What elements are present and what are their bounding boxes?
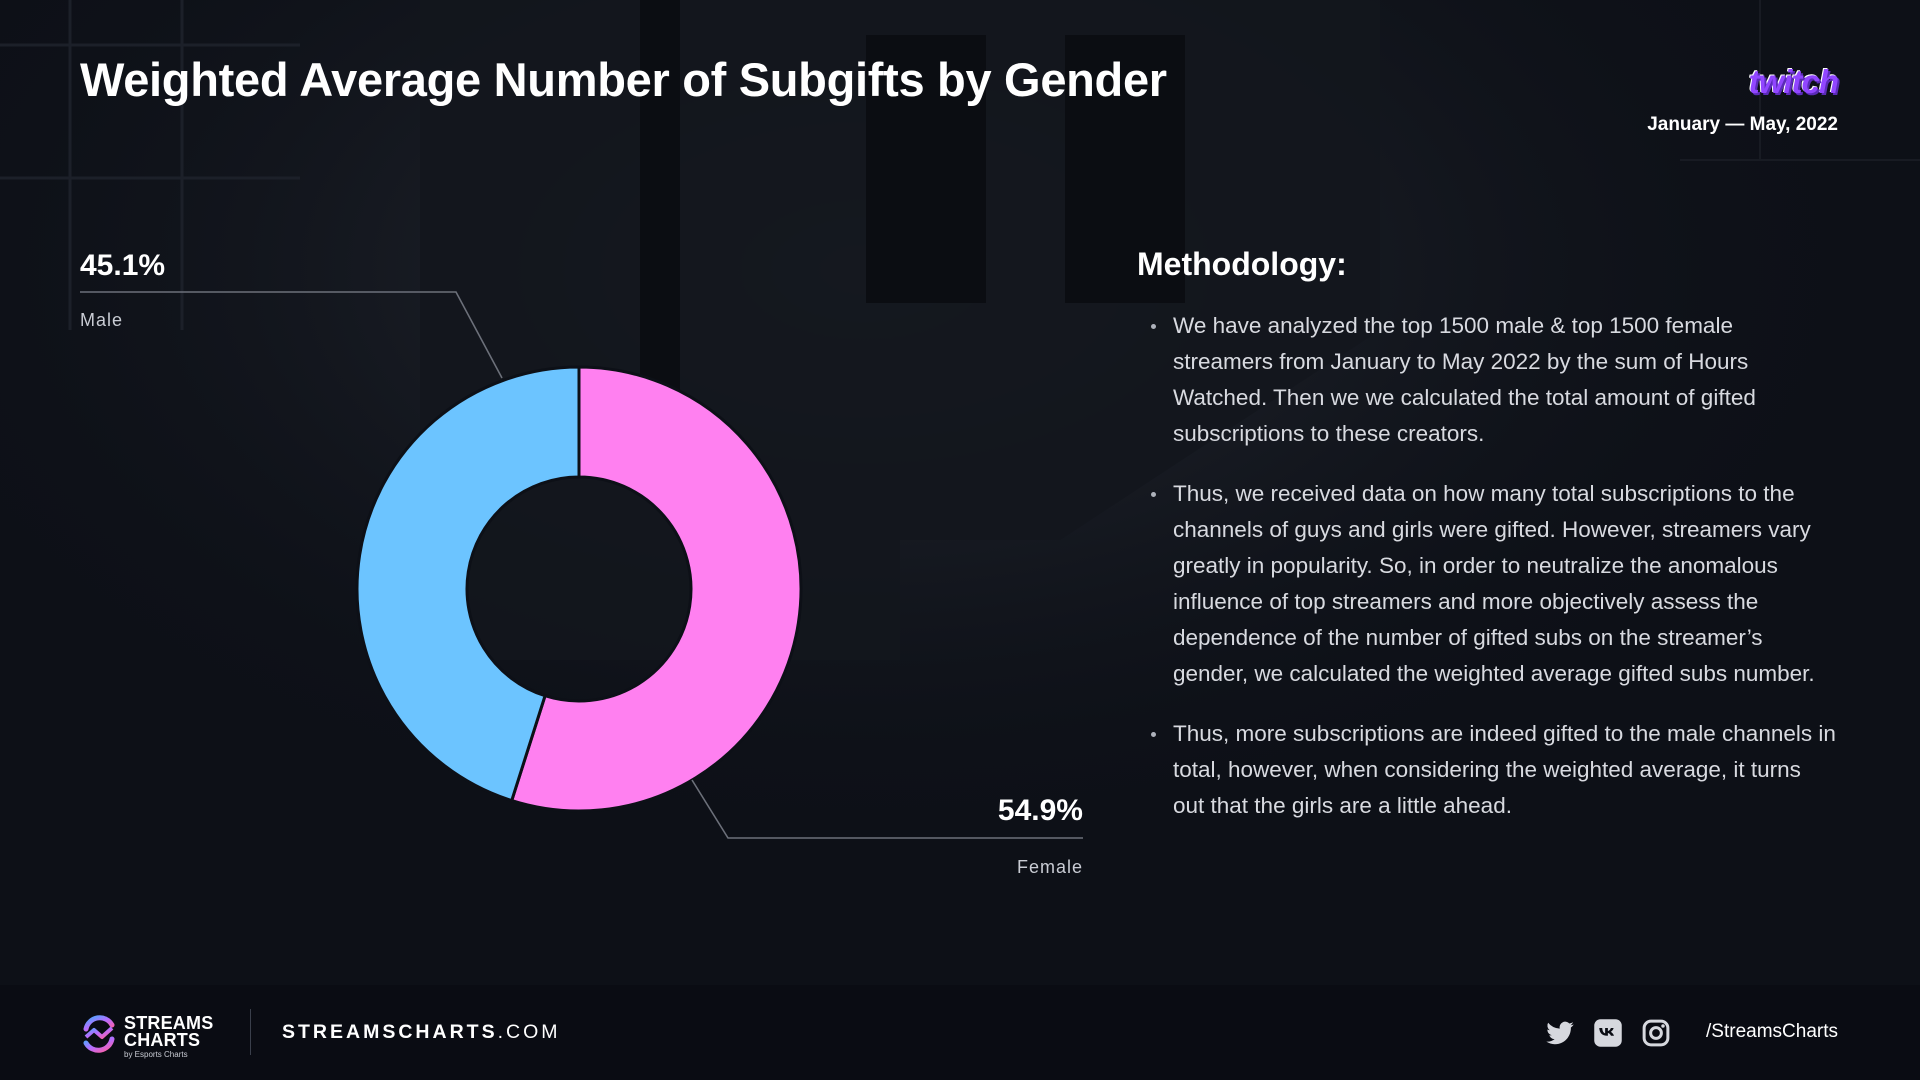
streamscharts-mark-icon xyxy=(83,1015,115,1053)
bullet-icon xyxy=(1151,492,1156,497)
leader-line-female xyxy=(691,779,1083,839)
slice-female xyxy=(509,365,803,813)
site-name: STREAMSCHARTS xyxy=(282,1021,498,1043)
bullet-icon xyxy=(1151,732,1156,737)
logo-line-1: STREAMS xyxy=(124,1013,214,1033)
methodology-heading: Methodology: xyxy=(1137,246,1347,282)
methodology-item-text: Thus, we received data on how many total… xyxy=(1173,481,1815,686)
twitch-logo: twitch xyxy=(1746,62,1839,102)
twitch-wordmark: twitch xyxy=(1748,63,1839,100)
site-link[interactable]: STREAMSCHARTS.COM xyxy=(282,1021,561,1044)
leader-line-male xyxy=(80,291,503,379)
logo-subtitle: by Esports Charts xyxy=(124,1050,188,1059)
methodology-item-text: Thus, more subscriptions are indeed gift… xyxy=(1173,721,1836,818)
site-tld: .COM xyxy=(497,1021,561,1043)
methodology-item: Thus, more subscriptions are indeed gift… xyxy=(1137,716,1837,824)
streamscharts-wordmark: STREAMS CHARTS xyxy=(124,1013,214,1050)
bullet-icon xyxy=(1151,324,1156,329)
methodology-list: We have analyzed the top 1500 male & top… xyxy=(1137,308,1837,848)
slice-male xyxy=(355,365,581,803)
methodology-item-text: We have analyzed the top 1500 male & top… xyxy=(1173,313,1756,446)
value-label-male: 45.1% xyxy=(80,249,165,282)
methodology-item: We have analyzed the top 1500 male & top… xyxy=(1137,308,1837,452)
logo-line-2: CHARTS xyxy=(124,1030,201,1050)
date-range: January — May, 2022 xyxy=(1647,114,1838,135)
methodology-item: Thus, we received data on how many total… xyxy=(1137,476,1837,692)
footer: STREAMS CHARTS by Esports Charts STREAMS… xyxy=(0,985,1920,1080)
streamscharts-logo[interactable]: STREAMS CHARTS by Esports Charts xyxy=(80,1009,220,1059)
footer-divider xyxy=(250,1009,251,1055)
vk-icon[interactable] xyxy=(1593,1018,1623,1048)
value-label-female: 54.9% xyxy=(998,794,1083,827)
category-label-female: Female xyxy=(1017,857,1083,877)
social-handle[interactable]: /StreamsCharts xyxy=(1706,1021,1838,1042)
page-title: Weighted Average Number of Subgifts by G… xyxy=(80,53,1167,106)
category-label-male: Male xyxy=(80,310,123,330)
twitter-icon[interactable] xyxy=(1545,1018,1575,1048)
instagram-icon[interactable] xyxy=(1641,1018,1671,1048)
